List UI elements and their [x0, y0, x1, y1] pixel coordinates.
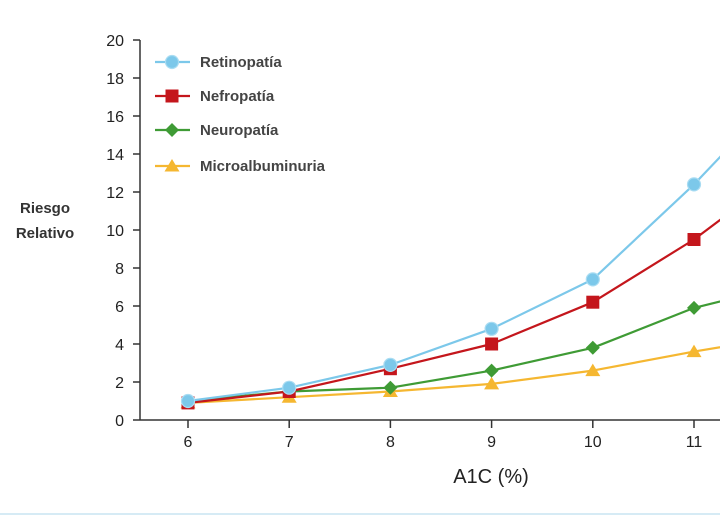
legend-label: Nefropatía: [200, 88, 275, 105]
data-point-retinopatia: [180, 393, 196, 409]
y-tick-label: 8: [115, 261, 124, 278]
x-axis-label: A1C (%): [453, 466, 529, 488]
legend-item-retinopatia: Retinopatía: [155, 54, 282, 71]
legend-marker-neuropatia: [165, 123, 179, 137]
series-nefropatia: [181, 218, 720, 410]
series-line-nefropatia: [187, 218, 720, 404]
legend-label: Microalbuminuria: [200, 158, 326, 175]
y-tick-label: 16: [106, 109, 124, 126]
x-tick-label: 8: [386, 434, 395, 451]
y-tick-label: 0: [115, 413, 124, 430]
data-point-nefropatia: [485, 337, 499, 351]
data-point-retinopatia: [585, 272, 600, 287]
series-microalbuminuria: [180, 344, 720, 409]
x-tick-label: 10: [584, 434, 602, 451]
y-tick-label: 10: [106, 223, 124, 240]
data-point-retinopatia: [383, 357, 398, 372]
data-point-retinopatia: [686, 177, 702, 192]
y-tick-label: 2: [115, 375, 124, 392]
y-axis-ticks: 0 2 4 6 8 10 12 14 16 18 20: [106, 33, 140, 430]
y-axis-label-line-1: Riesgo: [20, 200, 70, 217]
x-axis-ticks: 6 7 8 9 10 11: [184, 420, 703, 451]
data-point-microalbuminuria: [585, 363, 601, 377]
legend-marker-nefropatia: [165, 89, 179, 103]
legend: Retinopatía Nefropatía Neuropatía Microalbu…: [155, 54, 326, 175]
data-point-neuropatia: [383, 380, 398, 395]
series-neuropatia: [181, 300, 720, 408]
bottom-divider: [0, 513, 720, 515]
legend-item-nefropatia: Nefropatía: [155, 88, 275, 105]
y-tick-label: 14: [106, 147, 124, 164]
data-point-neuropatia: [585, 340, 600, 355]
data-point-retinopatia: [484, 321, 499, 336]
data-point-microalbuminuria: [484, 376, 500, 390]
x-tick-label: 7: [285, 434, 294, 451]
series-layer: [180, 155, 720, 410]
y-tick-label: 20: [106, 33, 124, 50]
legend-item-microalbuminuria: Microalbuminuria: [155, 158, 326, 175]
legend-marker-microalbuminuria: [164, 159, 180, 172]
x-tick-label: 11: [686, 434, 703, 451]
y-tick-label: 6: [115, 299, 124, 316]
x-tick-label: 6: [184, 434, 193, 451]
data-point-nefropatia: [687, 233, 701, 246]
data-point-microalbuminuria: [686, 344, 702, 358]
data-point-nefropatia: [586, 295, 600, 309]
y-tick-label: 12: [106, 185, 124, 202]
y-tick-label: 18: [106, 71, 124, 88]
data-point-neuropatia: [484, 363, 499, 378]
data-point-neuropatia: [687, 300, 701, 315]
y-axis-label-line-2: Relativo: [16, 225, 74, 242]
legend-label: Neuropatía: [200, 122, 279, 139]
y-tick-label: 4: [115, 337, 124, 354]
legend-marker-retinopatia: [164, 54, 180, 70]
series-retinopatia: [180, 155, 720, 409]
data-point-retinopatia: [282, 380, 297, 395]
x-tick-label: 9: [487, 434, 496, 451]
legend-label: Retinopatía: [200, 54, 282, 71]
legend-item-neuropatia: Neuropatía: [155, 122, 279, 139]
